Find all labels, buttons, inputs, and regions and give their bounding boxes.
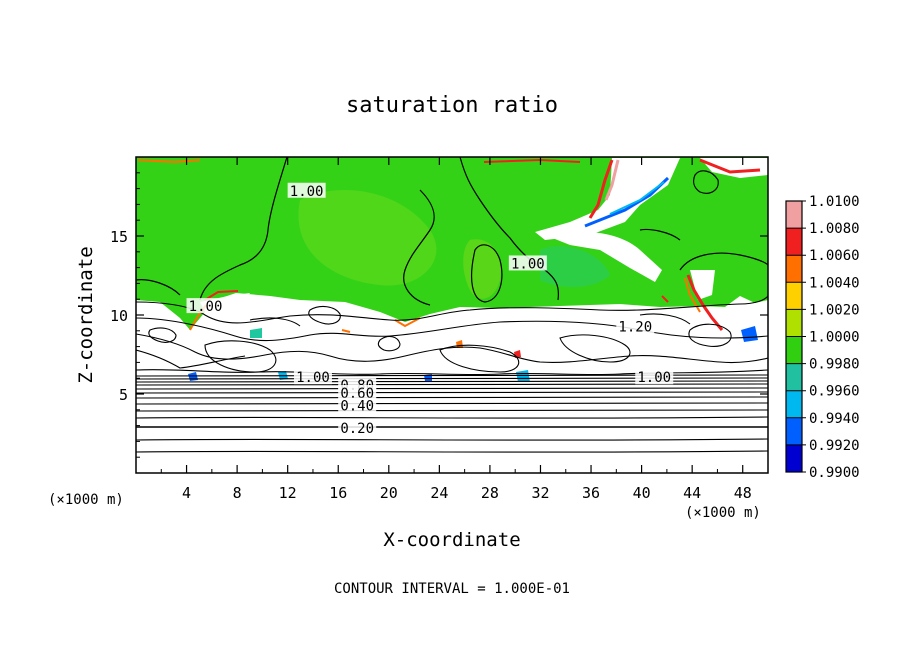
x-tick-label: 24 (430, 484, 448, 502)
colorbar-segment (786, 309, 802, 337)
x-tick-label: 28 (481, 484, 499, 502)
x-tick-label: 8 (233, 484, 242, 502)
subsaturated-spot (516, 370, 530, 382)
contour-lines-upper (136, 157, 768, 306)
colorbar-label: 1.0000 (809, 330, 860, 346)
y-axis: 5 10 15 (110, 172, 768, 458)
y-axis-label: Z-coordinate (75, 246, 97, 383)
contour-label: 0.40 (340, 399, 374, 415)
x-tick-label: 16 (329, 484, 347, 502)
plot-area: 1.001.001.001.201.001.000.800.600.400.20 (136, 157, 768, 473)
colorbar-label: 1.0040 (809, 275, 860, 291)
subsaturated-fringe (609, 181, 665, 215)
colorbar-segment (786, 201, 802, 229)
green-variation (298, 190, 437, 286)
supersaturated-fringe (394, 317, 421, 328)
contour-labels: 1.001.001.001.201.001.000.800.600.400.20 (186, 182, 674, 437)
contour-label: 1.00 (637, 370, 671, 386)
contour-label: 1.00 (290, 184, 324, 200)
x-tick-label: 12 (279, 484, 297, 502)
colorbar-segment (786, 228, 802, 256)
y-tick-label: 5 (119, 386, 128, 404)
colorbar-segment (786, 255, 802, 283)
contour-label: 1.00 (296, 370, 330, 386)
green-variation (540, 246, 610, 287)
supersaturated-fringe (604, 159, 620, 201)
subsaturated-pocket (700, 158, 768, 178)
x-tick-label: 36 (582, 484, 600, 502)
colorbar-label: 1.0080 (809, 221, 860, 237)
colorbar-segment (786, 363, 802, 392)
colorbar-label: 0.9960 (809, 384, 860, 400)
chart-title: saturation ratio (346, 93, 558, 118)
subsaturated-spot (741, 326, 758, 342)
contour-label-bg (616, 318, 655, 334)
x-tick-label: 20 (380, 484, 398, 502)
colorbar-segment (786, 417, 802, 446)
contour-label: 0.20 (340, 421, 374, 437)
colorbar-segment (786, 336, 802, 365)
subsaturated-pocket (545, 231, 662, 282)
contour-label-bg (287, 182, 326, 198)
y-tick-label: 15 (110, 228, 128, 246)
contour-label-bg (186, 298, 225, 314)
x-tick-label: 4 (182, 484, 191, 502)
supersaturated-fringe (661, 295, 669, 303)
x-tick-label: 44 (683, 484, 701, 502)
contour-label-bg (338, 419, 377, 435)
colorbar-label: 0.9980 (809, 357, 860, 373)
supersaturated-fringe (588, 159, 614, 219)
colorbar-label: 1.0100 (809, 194, 860, 210)
contour-label-bg (338, 397, 377, 413)
x-axis: 4 8 12 16 20 24 28 32 36 40 44 48 (160, 157, 752, 502)
x-unit-label-left: (×1000 m) (48, 492, 124, 508)
colorbar-label: 1.0020 (809, 302, 860, 318)
supersaturated-spot (250, 328, 262, 338)
colorbar-label: 1.0060 (809, 248, 860, 264)
colorbar: 1.0100 1.0080 1.0060 1.0040 1.0020 1.0000 0.99… (785, 194, 860, 481)
contour-label-bg (635, 369, 674, 385)
colorbar-segment (786, 390, 802, 419)
x-tick-label: 48 (734, 484, 752, 502)
supersaturated-fringe (699, 158, 761, 174)
supersaturated-fringe (341, 329, 351, 333)
colorbar-label: 0.9940 (809, 411, 860, 427)
colorbar-segment (786, 282, 802, 310)
contour-label: 1.00 (189, 299, 223, 315)
contour-label-bg (293, 369, 332, 385)
contour-label: 1.00 (511, 256, 545, 272)
contour-label: 1.20 (618, 320, 652, 336)
colorbar-segment (786, 444, 802, 473)
x-tick-label: 32 (531, 484, 549, 502)
supersaturated-fringe (137, 159, 201, 164)
x-tick-label: 40 (633, 484, 651, 502)
contour-interval-note: CONTOUR INTERVAL = 1.000E-01 (334, 581, 570, 597)
supersaturated-fringe (204, 290, 239, 301)
contour-label-bg (508, 255, 547, 271)
supersaturated-fringe (686, 274, 724, 331)
colorbar-label: 0.9920 (809, 438, 860, 454)
y-tick-label: 10 (110, 307, 128, 325)
colorbar-label: 0.9900 (809, 465, 860, 481)
contour-label-bg (338, 385, 377, 400)
x-axis-label: X-coordinate (383, 529, 520, 551)
x-unit-label-right: (×1000 m) (685, 505, 761, 521)
subsaturated-fringe (584, 176, 670, 228)
